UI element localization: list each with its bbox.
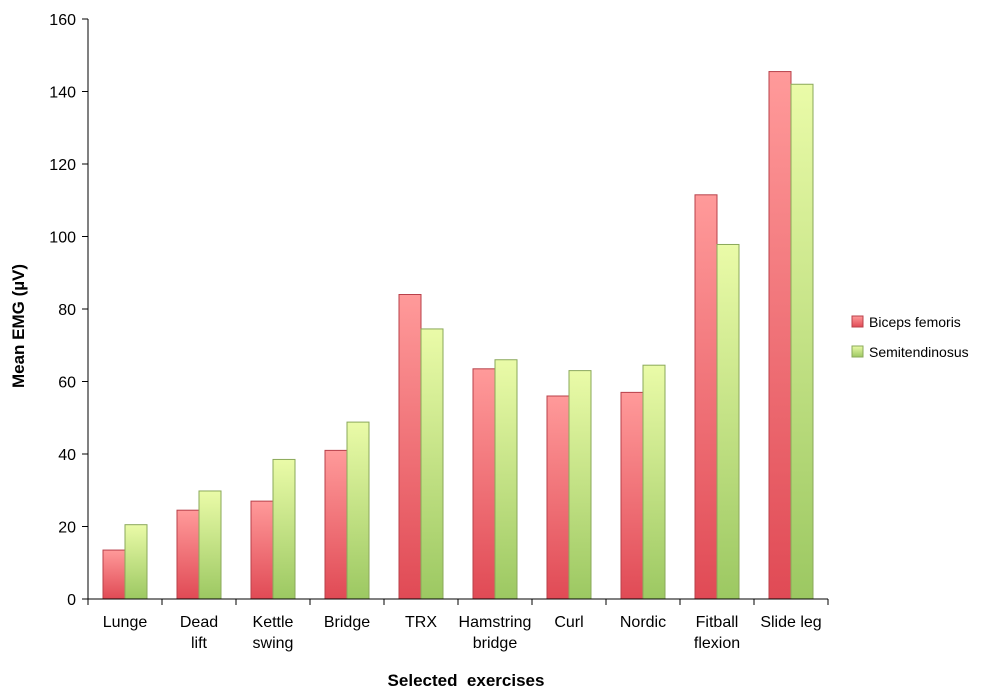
legend-swatch — [851, 315, 864, 328]
bar-semitendinosus — [346, 421, 370, 600]
y-axis-title: Mean EMG (µV) — [9, 264, 28, 388]
bar-biceps-femoris — [620, 391, 644, 600]
x-tick-label: Hamstring bridge — [459, 614, 532, 652]
x-tick-label: Kettle swing — [253, 614, 294, 652]
y-tick-label: 100 — [49, 230, 76, 247]
bar-semitendinosus — [420, 328, 444, 600]
bar-semitendinosus — [272, 458, 296, 600]
x-tick-label: Bridge — [324, 614, 370, 631]
y-tick-label: 120 — [49, 157, 76, 174]
x-tick-label: Dead lift — [180, 614, 218, 652]
x-axis-title: Selected exercises — [388, 671, 545, 690]
bar-semitendinosus — [790, 83, 814, 600]
x-tick-label: Fitball flexion — [694, 614, 740, 652]
bar-biceps-femoris — [102, 549, 126, 600]
x-tick-label: Nordic — [620, 614, 666, 631]
bar-biceps-femoris — [324, 449, 348, 600]
x-tick-label: Lunge — [103, 614, 148, 631]
y-tick-label: 60 — [58, 375, 76, 392]
bar-semitendinosus — [124, 524, 148, 600]
bar-biceps-femoris — [250, 500, 274, 600]
bar-biceps-femoris — [472, 368, 496, 600]
x-tick-label: Curl — [554, 614, 583, 631]
bar-biceps-femoris — [546, 395, 570, 600]
legend-swatch — [851, 345, 864, 358]
bar-biceps-femoris — [768, 71, 792, 600]
x-axis: Lunge Dead lift Kettle swing Bridge TRX Hamstri… — [87, 598, 829, 652]
bar-semitendinosus — [642, 364, 666, 600]
legend: Biceps femoris Semitendinosus — [851, 314, 969, 360]
y-tick-label: 0 — [67, 592, 76, 609]
y-tick-label: 40 — [58, 447, 76, 464]
y-tick-label: 140 — [49, 85, 76, 102]
legend-label: Biceps femoris — [869, 314, 961, 330]
y-tick-label: 80 — [58, 302, 76, 319]
bar-biceps-femoris — [398, 294, 422, 600]
bar-biceps-femoris — [176, 509, 200, 600]
y-axis: 0 20 40 60 80 100 120 140 160 — [49, 12, 89, 609]
bar-biceps-femoris — [694, 194, 718, 600]
y-tick-label: 160 — [49, 12, 76, 29]
bar-semitendinosus — [494, 359, 518, 600]
y-tick-label: 20 — [58, 520, 76, 537]
bars-group — [102, 71, 814, 600]
x-tick-label: TRX — [405, 614, 437, 631]
bar-semitendinosus — [716, 243, 740, 600]
x-tick-label: Slide leg — [760, 614, 821, 631]
legend-label: Semitendinosus — [869, 344, 969, 360]
bar-semitendinosus — [568, 370, 592, 600]
bar-semitendinosus — [198, 490, 222, 600]
